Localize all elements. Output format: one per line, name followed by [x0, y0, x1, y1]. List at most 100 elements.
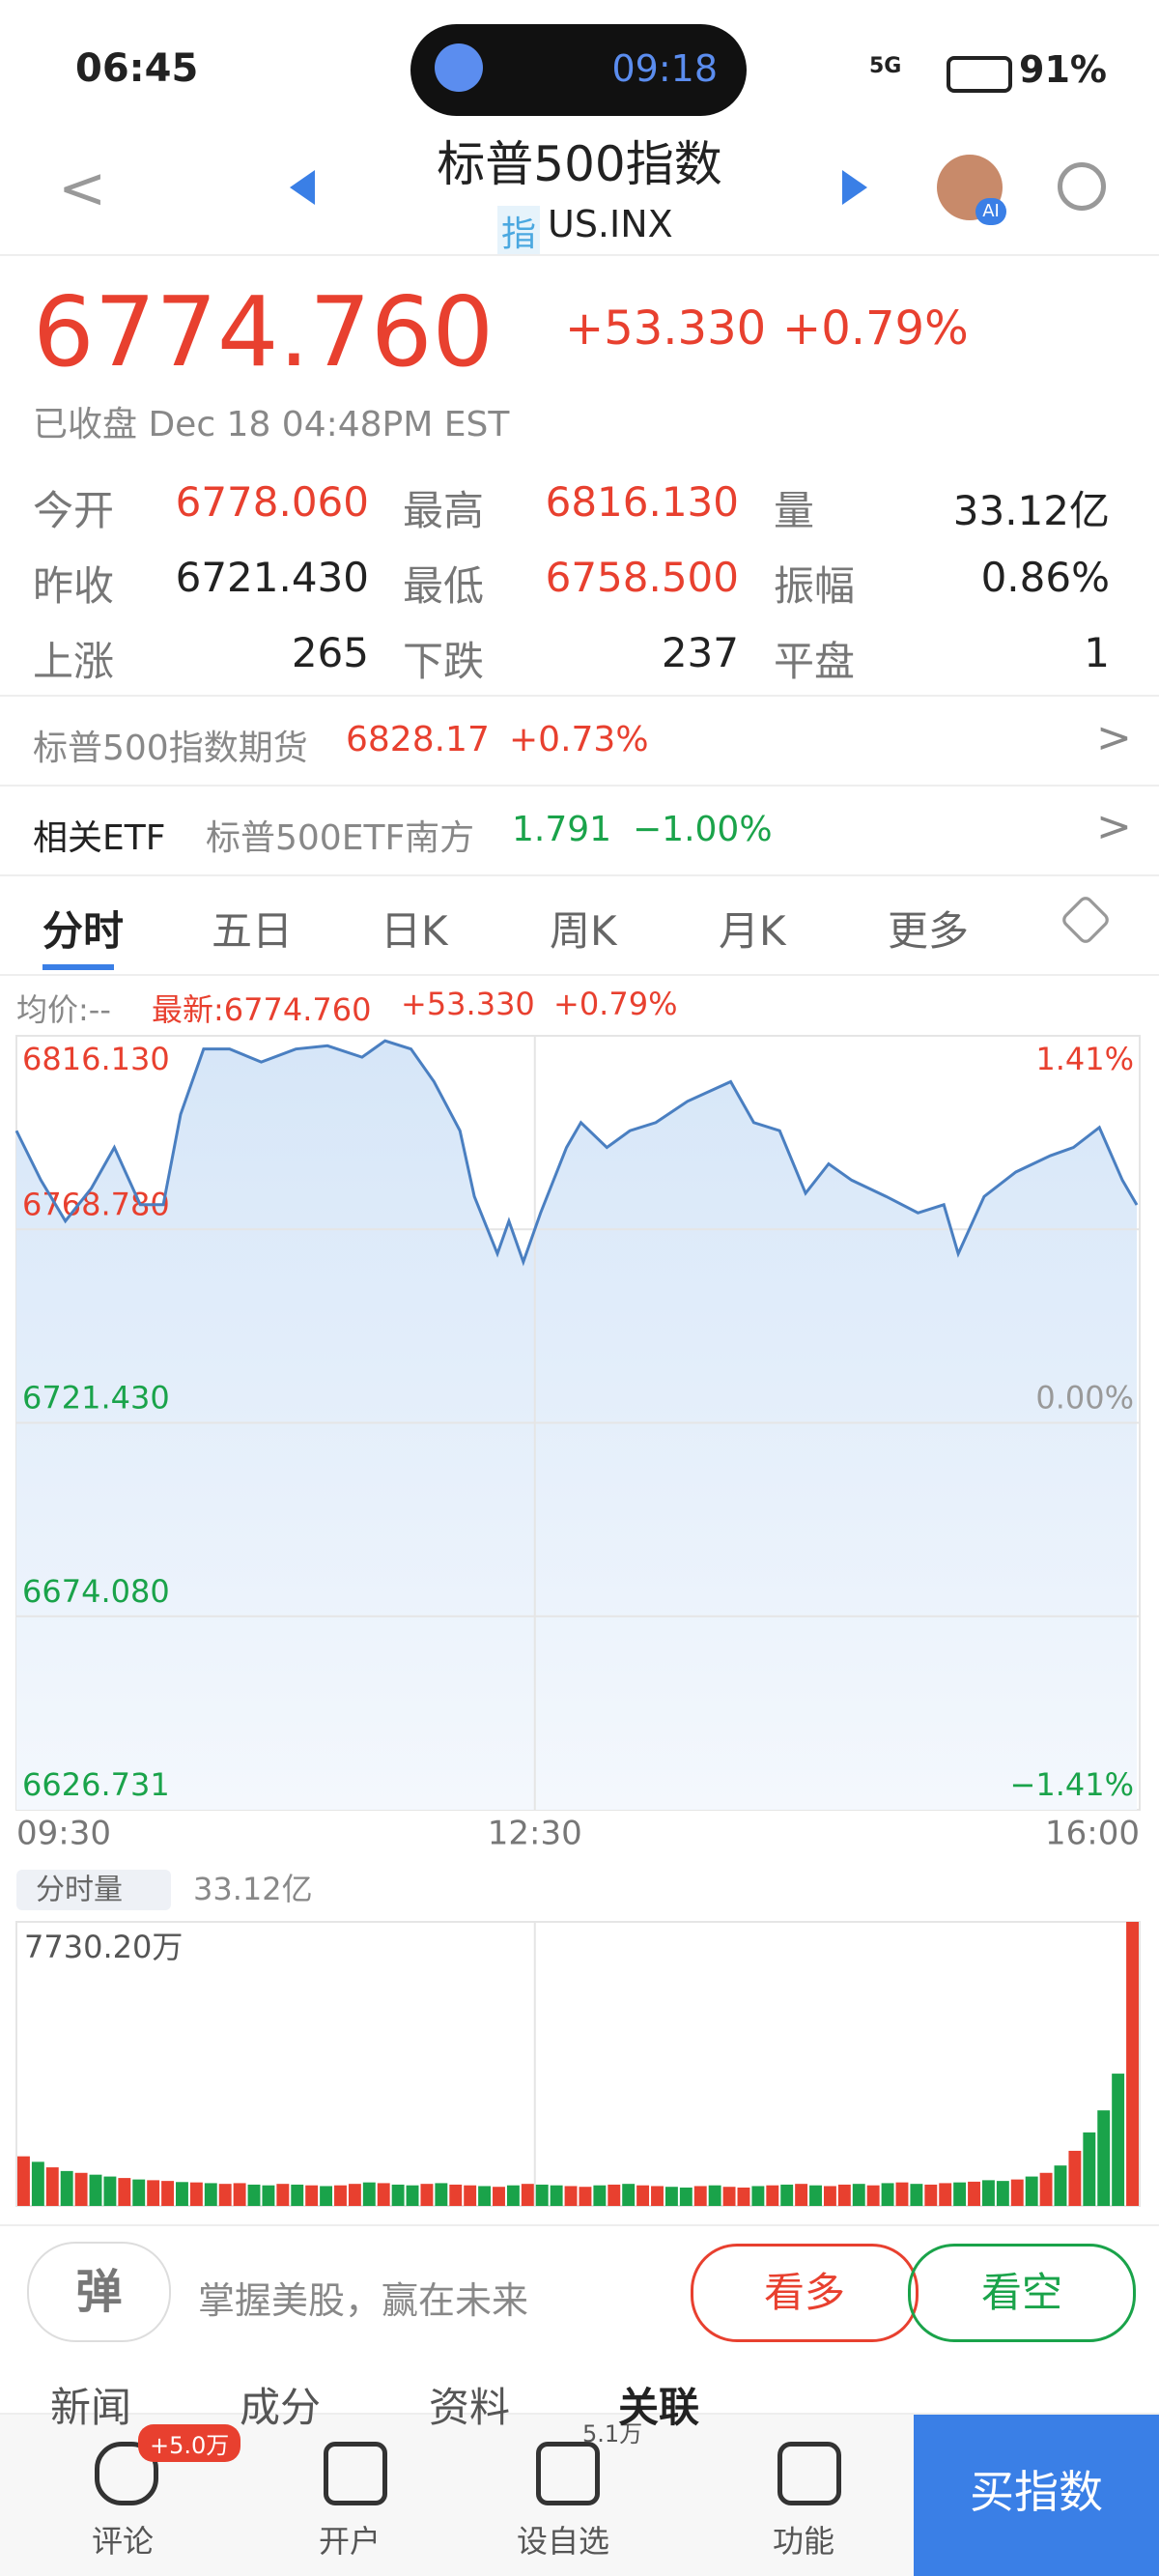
volume-bar: [981, 2180, 995, 2206]
volume-bar: [1054, 2165, 1067, 2206]
bull-button[interactable]: 看多: [691, 2244, 919, 2342]
code: US.INX: [548, 203, 673, 245]
volume-bar: [103, 2176, 117, 2206]
x-tick-label: 16:00: [1045, 1815, 1140, 1853]
volume-total: 33.12亿: [193, 1871, 313, 1907]
volume-bar: [608, 2184, 621, 2206]
danmaku-button[interactable]: 弹: [27, 2242, 171, 2342]
stat-value: 33.12亿: [952, 487, 1110, 534]
account-label[interactable]: 开户: [319, 2523, 382, 2560]
volume-bar: [996, 2181, 1009, 2206]
comment-label[interactable]: 评论: [92, 2523, 155, 2560]
price-line: [14, 1039, 1139, 1267]
volume-bar: [579, 2187, 592, 2206]
volume-bar: [751, 2186, 765, 2206]
y2-tick-label: 1.41%: [1035, 1041, 1134, 1077]
dynamic-island: 09:18: [410, 24, 747, 116]
volume-bar: [60, 2170, 73, 2206]
volume-bar: [535, 2184, 549, 2206]
bottom-nav: +5.0万 评论 开户 5.1万 设自选 功能 买指数: [0, 2413, 1159, 2576]
futures-name[interactable]: 标普500指数期货: [33, 729, 308, 768]
price-area: [16, 1041, 1138, 1810]
volume-bar: [795, 2184, 808, 2206]
volume-bar: [464, 2185, 477, 2206]
slogan: 掌握美股，赢在未来: [198, 2279, 529, 2322]
tab[interactable]: 更多: [888, 907, 970, 955]
stat-value: 0.86%: [980, 554, 1110, 601]
battery: 91%: [1019, 48, 1107, 91]
chevron[interactable]: >: [1096, 802, 1132, 851]
futures-price: 6828.17: [346, 720, 490, 759]
etf-name[interactable]: 标普500ETF南方: [206, 818, 475, 858]
tab[interactable]: 月K: [719, 907, 786, 955]
comment-icon[interactable]: [95, 2442, 158, 2505]
volume-bar: [449, 2184, 463, 2206]
search-button[interactable]: [1058, 162, 1106, 211]
watch-icon[interactable]: [536, 2442, 600, 2505]
latest: 最新:6774.760: [152, 991, 372, 1028]
stat-value: 265: [291, 629, 369, 676]
prev-arrow[interactable]: [290, 170, 315, 205]
stat-label: 下跌: [403, 638, 485, 685]
volume-bar: [291, 2184, 304, 2206]
change-pct: +0.79%: [782, 301, 969, 356]
buy-button[interactable]: 买指数: [914, 2415, 1159, 2576]
volume-bar: [348, 2184, 361, 2206]
network: 5G: [869, 54, 902, 78]
comment-badge: +5.0万: [138, 2424, 241, 2462]
y-tick-label: 7730.20万: [24, 1929, 183, 1965]
volume-bar: [737, 2187, 750, 2206]
y-tick-label: 6721.430: [22, 1380, 170, 1417]
y2-tick-label: −1.41%: [1010, 1766, 1134, 1803]
tab[interactable]: 分时: [42, 907, 125, 955]
volume-bar: [550, 2185, 563, 2206]
volume-bar: [478, 2186, 492, 2206]
volume-bar: [31, 2161, 44, 2206]
volume-selector[interactable]: [16, 1870, 171, 1910]
volume-bar: [1126, 1922, 1139, 2206]
volume-bar: [161, 2181, 175, 2206]
tab[interactable]: 日K: [381, 907, 448, 955]
volume-bar: [939, 2183, 952, 2206]
etf-pct: −1.00%: [633, 810, 773, 849]
volume-bar: [622, 2184, 636, 2206]
volume-bar: [218, 2184, 232, 2206]
volume-bar: [435, 2183, 448, 2206]
volume-bar: [320, 2186, 333, 2206]
volume-bar: [910, 2184, 923, 2206]
volume-bar: [1097, 2110, 1111, 2206]
volume-bar: [593, 2185, 607, 2206]
news-tab[interactable]: 资料: [429, 2384, 511, 2431]
volume-bar: [1010, 2179, 1024, 2206]
volume-bar: [693, 2186, 707, 2206]
x-tick-label: 09:30: [16, 1815, 111, 1853]
tab[interactable]: 周K: [550, 907, 617, 955]
stat-value: 237: [661, 629, 739, 676]
latest-pct: +0.79%: [553, 986, 678, 1022]
next-arrow[interactable]: [842, 170, 867, 205]
volume-bar: [132, 2179, 146, 2206]
news-tab[interactable]: 成分: [240, 2384, 322, 2431]
news-tab[interactable]: 关联: [618, 2384, 700, 2431]
latest-change: +53.330: [401, 986, 535, 1022]
volume-bar: [74, 2172, 88, 2206]
volume-bar: [506, 2185, 520, 2206]
function-icon[interactable]: [777, 2442, 841, 2505]
news-tab[interactable]: 新闻: [50, 2384, 132, 2431]
y2-tick-label: 0.00%: [1035, 1380, 1134, 1417]
volume-bar: [45, 2167, 59, 2206]
stat-label: 最低: [403, 562, 485, 610]
tab-indicator: [42, 964, 114, 970]
watch-label[interactable]: 设自选: [517, 2523, 610, 2560]
volume-bar: [651, 2186, 664, 2206]
account-icon[interactable]: [324, 2442, 387, 2505]
chevron[interactable]: >: [1096, 713, 1132, 762]
back-button[interactable]: <: [58, 155, 107, 222]
volume-bar: [722, 2187, 736, 2206]
volume-bar: [493, 2187, 505, 2206]
bear-button[interactable]: 看空: [908, 2244, 1136, 2342]
function-label[interactable]: 功能: [773, 2523, 835, 2560]
volume-bar: [852, 2184, 865, 2206]
tab[interactable]: 五日: [212, 907, 294, 955]
